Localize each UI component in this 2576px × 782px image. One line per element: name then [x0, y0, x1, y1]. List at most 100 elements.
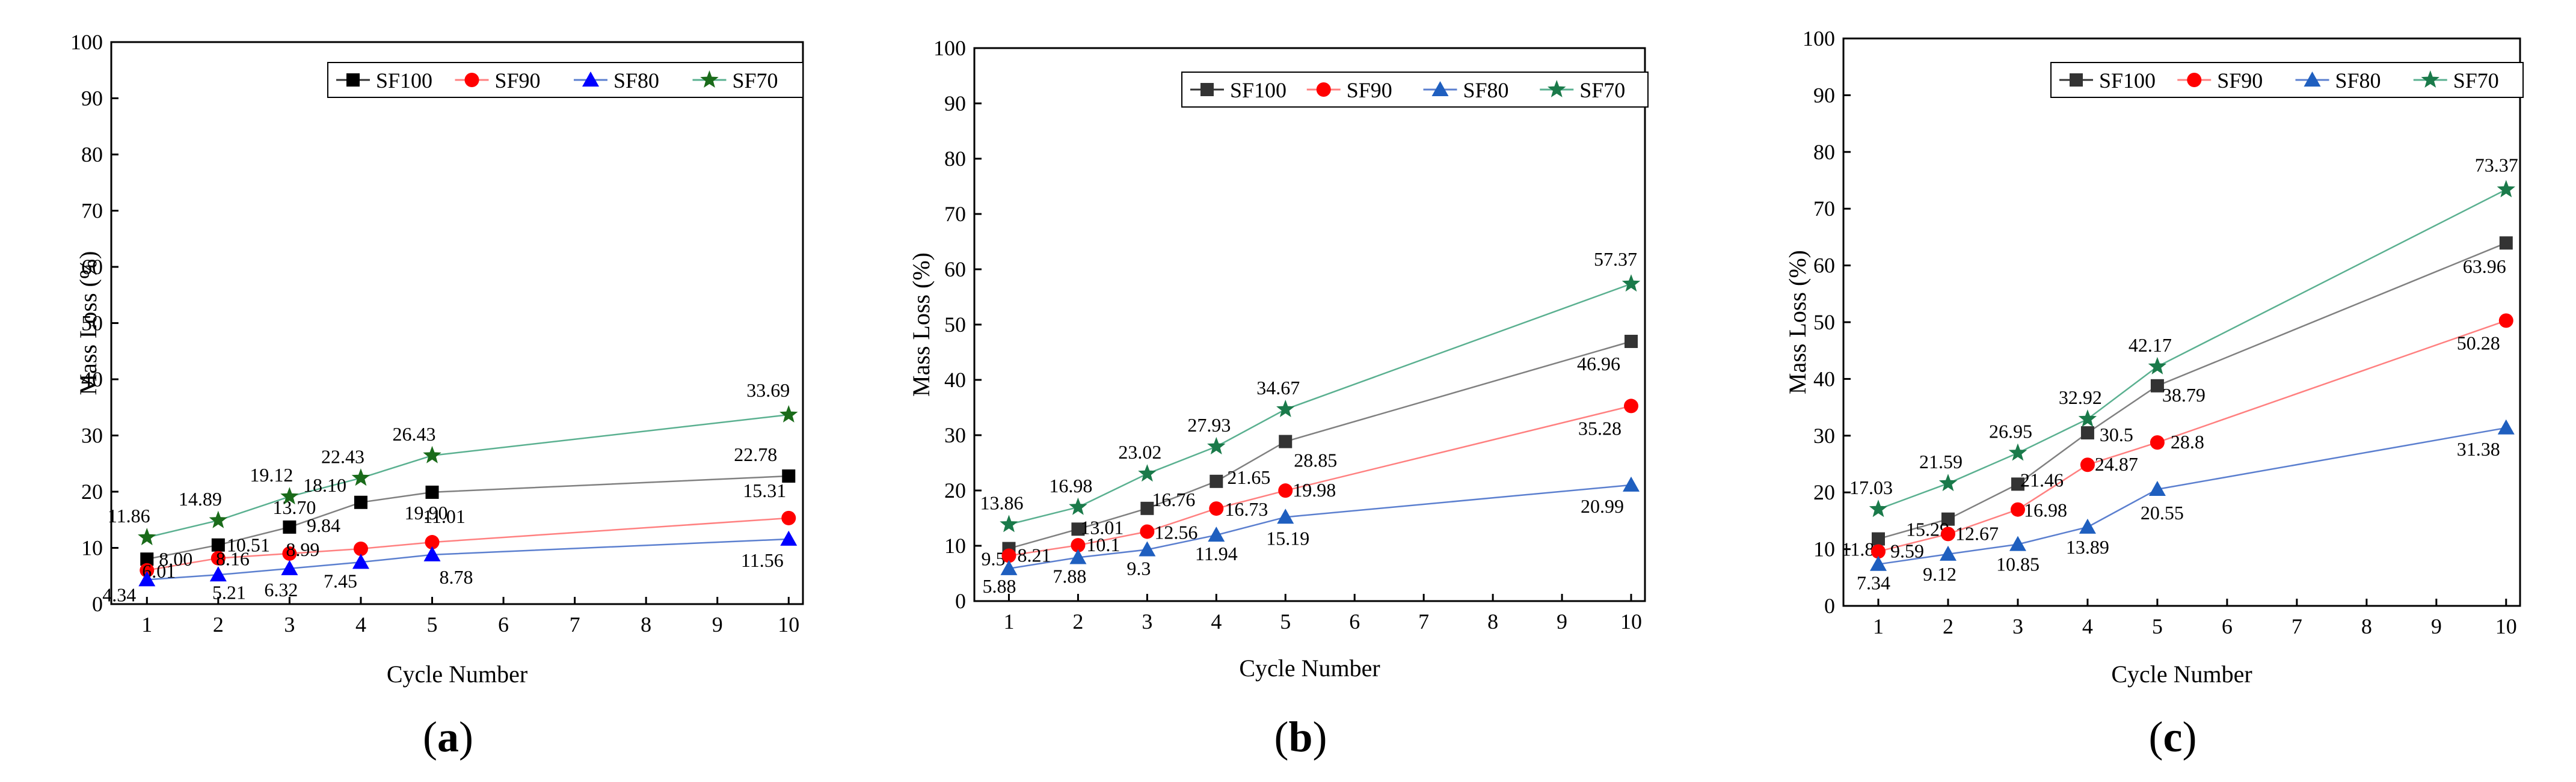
y-tick-label: 60: [1813, 254, 1835, 278]
panel-label-open: (: [423, 713, 437, 761]
data-label-sf90: 50.28: [2457, 332, 2500, 353]
chart-panel-a: 0 10 20 30 40 50 60 70 80 90 100 1 2 3 4 5 6 7 8 9 10 Cycle N…: [70, 30, 804, 761]
data-point-sf100: [1279, 435, 1293, 448]
panel-label-letter: c: [2163, 713, 2183, 761]
data-point-sf80: [1139, 541, 1156, 557]
data-label-sf70: 23.02: [1118, 441, 1161, 463]
y-tick-label: 0: [955, 589, 966, 613]
legend-marker-sf80: [582, 72, 599, 87]
data-point-sf70: [1000, 515, 1018, 533]
data-point-sf90: [1940, 527, 1955, 542]
data-point-sf100: [1210, 474, 1223, 488]
data-label-sf70: 34.67: [1256, 377, 1300, 399]
x-axis-title: Cycle Number: [1239, 655, 1380, 682]
y-tick-label: 20: [1813, 480, 1835, 504]
data-point-sf70: [2008, 443, 2027, 461]
data-point-sf70: [1207, 437, 1226, 454]
data-label-sf90: 8.16: [216, 548, 250, 570]
legend-label-sf70: SF70: [1579, 78, 1625, 102]
panel-label-open: (: [1274, 713, 1288, 761]
legend-label-sf80: SF80: [613, 69, 659, 93]
data-point-sf80: [352, 554, 369, 569]
data-label-sf90: 9.84: [307, 515, 340, 536]
data-label-sf90: 8.99: [286, 539, 319, 560]
x-tick-label: 6: [498, 612, 509, 637]
data-point-sf70: [1622, 274, 1641, 292]
data-point-sf90: [140, 563, 155, 578]
y-tick-label: 0: [92, 592, 103, 616]
data-point-sf80: [780, 530, 798, 546]
plot-frame: [973, 47, 1646, 602]
data-point-sf100: [140, 552, 154, 566]
data-label-sf80: 8.78: [440, 566, 473, 588]
y-tick-label: 80: [1813, 140, 1835, 164]
x-tick-label: 6: [1349, 609, 1360, 634]
y-tick-label: 90: [1813, 83, 1835, 107]
legend-label-sf80: SF80: [2335, 69, 2381, 93]
legend-marker-sf80: [1431, 81, 1449, 96]
data-label-sf80: 9.12: [1923, 563, 1957, 585]
series-line-sf90: [147, 517, 789, 572]
y-tick-label: 50: [81, 311, 103, 335]
x-tick-label: 10: [1620, 609, 1642, 634]
x-tick-label: 3: [284, 612, 295, 637]
x-axis-title: Cycle Number: [387, 661, 527, 688]
data-label-sf90: 15.31: [743, 480, 786, 501]
x-tick-label: 9: [1557, 609, 1567, 634]
x-tick-label: 2: [1072, 609, 1083, 634]
y-axis-title: Mass Loss (%): [75, 251, 102, 396]
data-label-sf100: 63.96: [2463, 255, 2506, 277]
data-label-sf70: 19.12: [250, 464, 293, 486]
y-tick-label: 50: [944, 313, 966, 337]
data-point-sf80: [1623, 476, 1640, 492]
legend-label-sf100: SF100: [2099, 69, 2156, 93]
data-point-sf80: [2148, 481, 2166, 496]
data-point-sf70: [423, 445, 441, 463]
data-point-sf70: [2497, 180, 2515, 198]
data-point-sf100: [1941, 512, 1955, 526]
x-tick-label: 8: [641, 612, 651, 637]
data-point-sf90: [282, 546, 297, 561]
data-label-sf70: 21.59: [1919, 451, 1963, 472]
data-label-sf90: 16.73: [1225, 498, 1268, 520]
legend-marker-sf90: [1316, 82, 1331, 97]
y-tick-label: 70: [944, 202, 966, 226]
x-tick-label: 8: [1487, 609, 1498, 634]
panel-label-letter: b: [1288, 713, 1312, 761]
y-tick-label: 100: [1803, 26, 1835, 50]
data-point-sf100: [354, 495, 367, 509]
chart-panel-b: 0 10 20 30 40 50 60 70 80 90 100 1 2 3 4 5 6 7 8 9 10 Cycle N…: [908, 36, 1649, 761]
legend-marker-sf100: [2070, 73, 2083, 87]
data-point-sf70: [2148, 356, 2167, 374]
data-label-sf70: 32.92: [2059, 386, 2102, 408]
data-point-sf90: [1071, 538, 1086, 553]
panel-label: (c): [2149, 713, 2197, 761]
data-point-sf80: [1939, 545, 1957, 561]
data-label-sf70: 42.17: [2129, 334, 2172, 356]
x-tick-label: 7: [570, 612, 580, 637]
data-label-sf80: 7.88: [1053, 566, 1086, 587]
data-label-sf70: 57.37: [1594, 248, 1637, 270]
data-label-sf100: 30.5: [2100, 424, 2133, 445]
data-label-sf80: 20.99: [1581, 495, 1624, 517]
data-label-sf100: 16.76: [1152, 489, 1195, 510]
legend-label-sf100: SF100: [376, 69, 432, 93]
data-label-sf90: 12.56: [1154, 521, 1197, 543]
legend-marker-sf100: [346, 73, 360, 87]
data-label-sf100: 28.85: [1294, 450, 1337, 471]
data-label-sf100: 18.10: [303, 474, 346, 496]
data-point-sf100: [782, 469, 796, 483]
y-tick-label: 40: [1813, 367, 1835, 391]
y-tick-label: 10: [1813, 537, 1835, 561]
data-label-sf80: 20.55: [2141, 502, 2184, 524]
data-point-sf70: [138, 528, 156, 546]
data-label-sf80: 6.32: [264, 579, 298, 600]
data-label-sf90: 12.67: [1955, 522, 1999, 544]
data-label-sf70: 22.43: [321, 445, 364, 467]
y-tick-label: 30: [944, 423, 966, 447]
data-label-sf100: 38.79: [2162, 384, 2206, 406]
data-point-sf90: [781, 510, 796, 525]
data-point-sf70: [1069, 497, 1087, 515]
data-point-sf90: [211, 551, 226, 566]
series-line-sf70: [147, 414, 789, 539]
